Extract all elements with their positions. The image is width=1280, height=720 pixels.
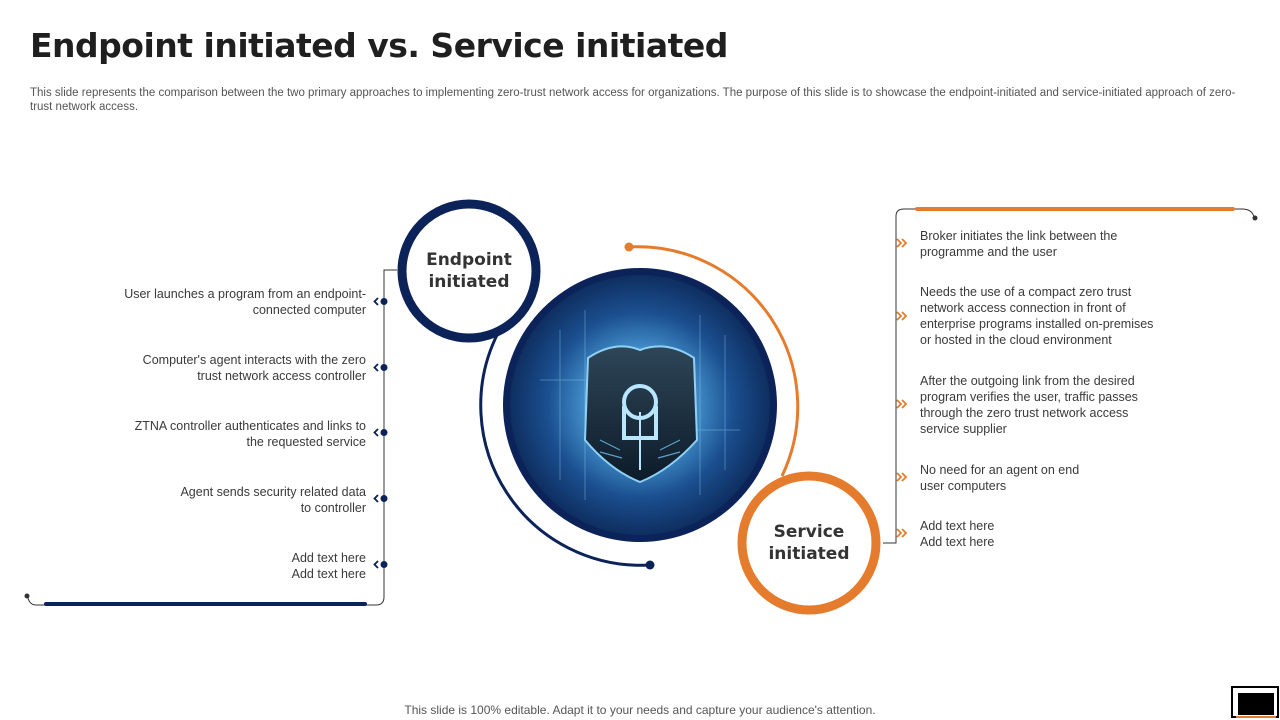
service-item-line: through the zero trust network access [920, 406, 1129, 420]
endpoint-item: User launches a program from an endpoint… [96, 286, 366, 318]
service-item-line: No need for an agent on end [920, 463, 1080, 477]
endpoint-item-line1: Agent sends security related data [180, 485, 366, 499]
service-bullet [896, 399, 908, 409]
service-item-line: Needs the use of a compact zero trust [920, 285, 1132, 299]
service-label-line1: Service [773, 522, 845, 542]
endpoint-item-line2: Add text here [291, 567, 366, 581]
endpoint-bullets [373, 297, 388, 569]
service-label: Service initiated [749, 483, 869, 603]
endpoint-item-line2: to controller [300, 501, 366, 515]
service-item-line: Add text here [920, 535, 995, 549]
endpoint-item: Add text here Add text here [96, 550, 366, 582]
page-subtitle: This slide represents the comparison bet… [30, 87, 1236, 113]
endpoint-bullet [373, 363, 388, 372]
center-image [503, 268, 777, 542]
service-bullet [896, 528, 908, 538]
endpoint-bullet [373, 560, 388, 569]
service-bullets [896, 238, 908, 538]
endpoint-item-line2: trust network access controller [197, 369, 366, 383]
endpoint-bullet [373, 494, 388, 503]
orange-connector-arc [624, 242, 800, 477]
service-item-line: Broker initiates the link between the [920, 229, 1118, 243]
service-item-line: After the outgoing link from the desired [920, 374, 1135, 388]
endpoint-item-line2: connected computer [252, 303, 366, 317]
endpoint-label: Endpoint initiated [409, 211, 529, 331]
shield-lock-icon [583, 345, 699, 484]
footer-note: This slide is 100% editable. Adapt it to… [404, 703, 876, 717]
endpoint-item: ZTNA controller authenticates and links … [96, 418, 366, 450]
service-bracket [883, 207, 1258, 544]
endpoint-label-line1: Endpoint [426, 250, 512, 270]
service-item-line: user computers [920, 479, 1007, 493]
endpoint-item-line1: Computer's agent interacts with the zero [142, 353, 366, 367]
service-item: After the outgoing link from the desired… [920, 373, 1175, 437]
service-item-line: service supplier [920, 422, 1007, 436]
service-item: Broker initiates the link between the pr… [920, 228, 1175, 260]
endpoint-item: Agent sends security related data to con… [96, 484, 366, 516]
service-bullet [896, 472, 908, 482]
corner-placeholder-box [1231, 686, 1279, 718]
endpoint-bullet [373, 428, 388, 437]
service-item: Needs the use of a compact zero trust ne… [920, 284, 1175, 348]
service-ring [737, 471, 881, 615]
service-bullet [896, 238, 908, 248]
endpoint-bullet [373, 297, 388, 306]
service-item-line: program verifies the user, traffic passe… [920, 390, 1138, 404]
service-item-line: enterprise programs installed on-premise… [920, 317, 1154, 331]
navy-connector-arc [479, 332, 655, 570]
service-item-line: or hosted in the cloud environment [920, 333, 1112, 347]
endpoint-item: Computer's agent interacts with the zero… [96, 352, 366, 384]
service-item: No need for an agent on end user compute… [920, 462, 1175, 494]
service-bullet [896, 311, 908, 321]
endpoint-item-line1: Add text here [291, 551, 366, 565]
service-item-line: network access connection in front of [920, 301, 1126, 315]
endpoint-label-line2: initiated [428, 272, 510, 292]
page-title: Endpoint initiated vs. Service initiated [30, 26, 728, 65]
endpoint-item-line2: the requested service [246, 435, 366, 449]
endpoint-bracket [24, 269, 397, 606]
endpoint-item-line1: ZTNA controller authenticates and links … [134, 419, 366, 433]
service-label-line2: initiated [768, 544, 850, 564]
service-item-line: programme and the user [920, 245, 1057, 259]
service-item: Add text here Add text here [920, 518, 1175, 550]
endpoint-ring [397, 199, 541, 343]
service-item-line: Add text here [920, 519, 995, 533]
endpoint-item-line1: User launches a program from an endpoint… [124, 287, 366, 301]
